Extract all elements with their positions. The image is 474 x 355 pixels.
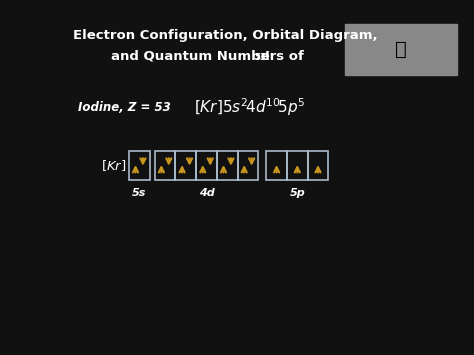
Text: and Quantum Numbers of: and Quantum Numbers of bbox=[111, 50, 309, 63]
Text: 👤: 👤 bbox=[395, 40, 407, 59]
Bar bbox=[129, 151, 150, 180]
Text: $\left[Kr\right]5s^2\!4d^{10}\!5p^5$: $\left[Kr\right]5s^2\!4d^{10}\!5p^5$ bbox=[194, 97, 305, 118]
Text: $\left[Kr\right]$: $\left[Kr\right]$ bbox=[101, 158, 127, 173]
Bar bbox=[287, 151, 308, 180]
Text: 5p: 5p bbox=[290, 188, 305, 198]
Text: 5s: 5s bbox=[132, 188, 146, 198]
Bar bbox=[237, 151, 258, 180]
Text: 53: 53 bbox=[254, 53, 266, 62]
Text: I: I bbox=[264, 50, 270, 63]
Text: Electron Configuration, Orbital Diagram,: Electron Configuration, Orbital Diagram, bbox=[73, 29, 378, 42]
Bar bbox=[345, 23, 456, 75]
Bar bbox=[175, 151, 196, 180]
Bar bbox=[196, 151, 217, 180]
Text: Iodine, Z = 53: Iodine, Z = 53 bbox=[78, 101, 171, 114]
Bar bbox=[266, 151, 287, 180]
Bar bbox=[155, 151, 175, 180]
Bar bbox=[217, 151, 237, 180]
Text: 4d: 4d bbox=[199, 188, 214, 198]
Bar bbox=[308, 151, 328, 180]
